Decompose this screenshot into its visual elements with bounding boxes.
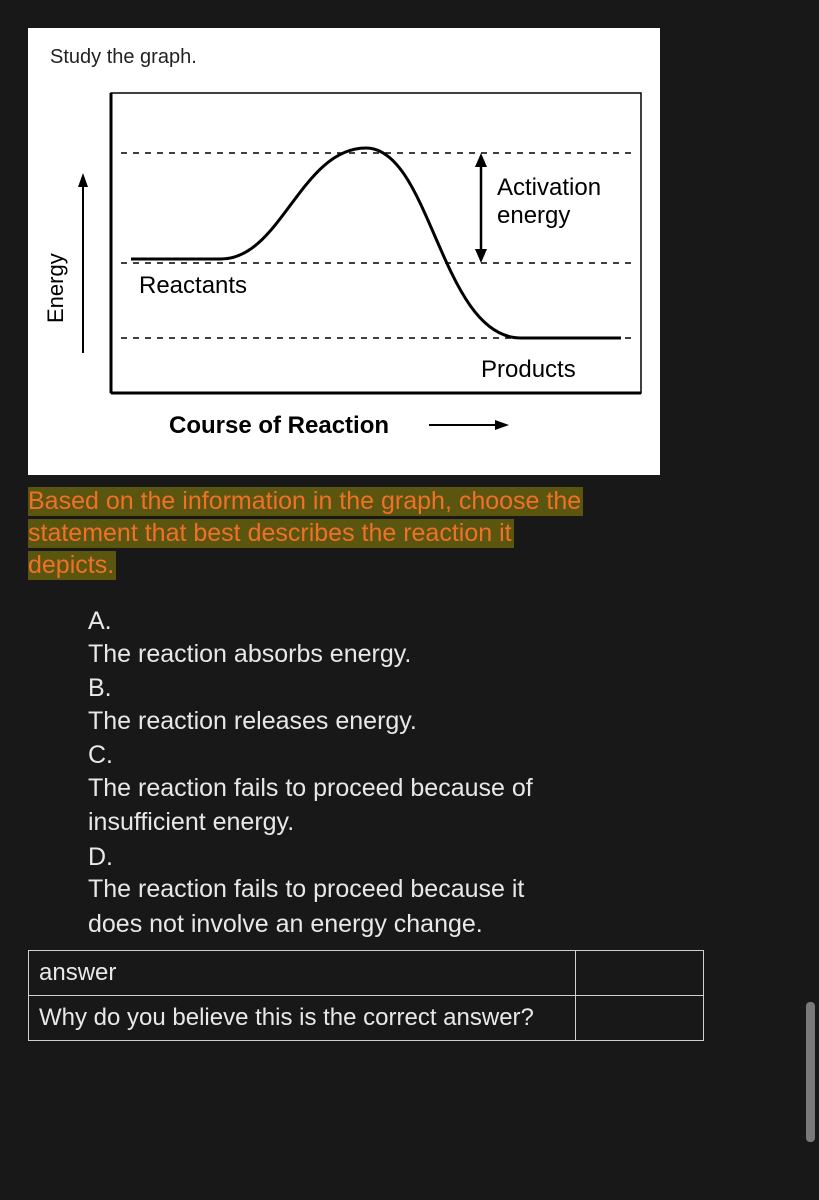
plot-border	[111, 93, 641, 393]
table-row: Why do you believe this is the correct a…	[29, 996, 704, 1041]
question-line-3: depicts.	[28, 551, 116, 580]
table-row: answer	[29, 951, 704, 996]
option-c-text-1[interactable]: The reaction fails to proceed because of	[88, 772, 648, 805]
energy-diagram: Energy	[28, 83, 660, 463]
scrollbar-thumb[interactable]	[806, 1002, 815, 1142]
answer-label-cell: answer	[29, 951, 576, 996]
explanation-value-cell[interactable]	[576, 996, 704, 1041]
activation-energy-arrow-icon	[475, 153, 487, 263]
question-line-1: Based on the information in the graph, c…	[28, 487, 583, 516]
option-a-letter[interactable]: A.	[88, 605, 648, 638]
x-axis-label: Course of Reaction	[169, 412, 389, 439]
y-axis-arrow-icon	[78, 173, 88, 353]
option-b-text[interactable]: The reaction releases energy.	[88, 705, 648, 738]
option-b-letter[interactable]: B.	[88, 672, 648, 705]
question-prompt: Based on the information in the graph, c…	[28, 485, 791, 581]
explanation-label-cell: Why do you believe this is the correct a…	[29, 996, 576, 1041]
option-c-letter[interactable]: C.	[88, 739, 648, 772]
answer-options: A. The reaction absorbs energy. B. The r…	[88, 605, 648, 940]
activation-label-l2: energy	[497, 202, 570, 229]
x-axis-arrow-icon	[429, 420, 509, 430]
option-d-text-1[interactable]: The reaction fails to proceed because it	[88, 873, 648, 906]
answer-table: answer Why do you believe this is the co…	[28, 950, 704, 1041]
reactants-label: Reactants	[139, 272, 247, 299]
option-c-text-2[interactable]: insufficient energy.	[88, 806, 648, 839]
graph-card: Study the graph. Energy	[28, 28, 660, 475]
answer-value-cell[interactable]	[576, 951, 704, 996]
option-d-letter[interactable]: D.	[88, 841, 648, 874]
activation-label-l1: Activation	[497, 174, 601, 201]
option-a-text[interactable]: The reaction absorbs energy.	[88, 638, 648, 671]
products-label: Products	[481, 356, 576, 383]
option-d-text-2[interactable]: does not involve an energy change.	[88, 908, 648, 941]
y-axis-label: Energy	[43, 253, 68, 323]
question-line-2: statement that best describes the reacti…	[28, 519, 514, 548]
page-content: Study the graph. Energy	[0, 0, 819, 1041]
graph-instruction: Study the graph.	[28, 46, 660, 83]
